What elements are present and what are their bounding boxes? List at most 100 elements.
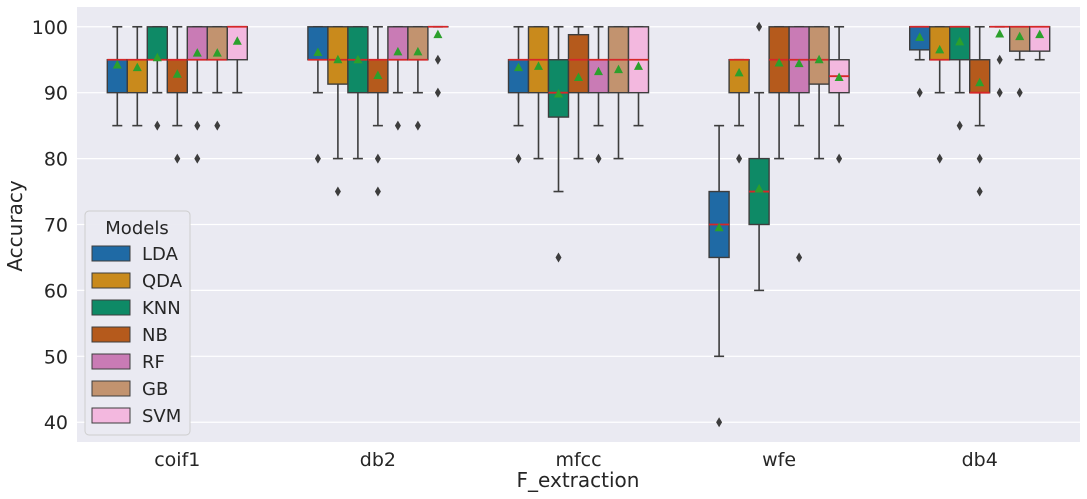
- legend-label-gb: GB: [142, 379, 168, 400]
- box-lda-mfcc: [507, 25, 530, 164]
- outlier-point: [756, 21, 763, 32]
- outlier-point: [996, 54, 1003, 65]
- x-tick-label: mfcc: [555, 449, 601, 471]
- outlier-point: [434, 54, 441, 65]
- box-qda-coif1: [126, 25, 149, 127]
- outlier-point: [736, 153, 743, 164]
- box-qda-db2: [327, 25, 349, 197]
- box-body: [929, 26, 951, 61]
- y-tick-label: 60: [44, 280, 68, 302]
- box-nb-wfe: [768, 25, 790, 160]
- box-nb-db4: [969, 25, 991, 197]
- mean-marker: [373, 70, 383, 80]
- box-lda-wfe: [708, 124, 730, 428]
- outlier-point: [154, 120, 161, 131]
- box-svm-db2: [427, 25, 449, 98]
- mean-marker: [172, 69, 182, 78]
- legend-swatch-qda: [91, 272, 131, 289]
- mean-marker: [754, 183, 764, 193]
- box-gb-coif1: [206, 25, 229, 131]
- mean-marker: [152, 52, 162, 62]
- legend: Models LDA QDA KNN NB RF GB SVM: [84, 210, 191, 436]
- outlier-point: [394, 120, 401, 131]
- x-axis-label: F_extraction: [517, 468, 640, 492]
- outlier-point: [374, 186, 381, 197]
- mean-marker: [614, 64, 623, 74]
- outlier-point: [996, 87, 1003, 98]
- y-tick-label: 40: [44, 412, 68, 434]
- box-nb-db2: [367, 25, 389, 197]
- box-gb-mfcc: [607, 25, 630, 160]
- outlier-point: [716, 417, 723, 428]
- box-svm-wfe: [828, 25, 850, 164]
- legend-swatch-knn: [91, 299, 131, 316]
- mean-marker: [534, 61, 543, 70]
- box-knn-wfe: [748, 21, 770, 292]
- mean-marker: [975, 77, 985, 87]
- box-svm-mfcc: [627, 25, 650, 127]
- mean-marker: [1015, 31, 1025, 41]
- mean-marker: [1035, 29, 1045, 39]
- box-gb-wfe: [808, 25, 830, 160]
- legend-frame: [84, 210, 191, 436]
- outlier-point: [976, 153, 983, 164]
- mean-marker: [774, 58, 784, 67]
- box-lda-coif1: [106, 25, 129, 127]
- outlier-point: [836, 153, 843, 164]
- box-qda-db4: [929, 25, 951, 164]
- x-tick-label: wfe: [762, 449, 796, 471]
- mean-marker: [212, 48, 222, 57]
- mean-marker: [554, 89, 563, 98]
- outlier-point: [916, 87, 923, 98]
- mean-marker: [574, 72, 583, 82]
- outlier-point: [214, 120, 221, 131]
- legend-swatch-rf: [91, 353, 131, 370]
- outlier-point: [194, 120, 201, 131]
- outlier-point: [414, 120, 421, 131]
- outlier-point: [1016, 87, 1023, 98]
- legend-swatch-nb: [91, 326, 131, 343]
- mean-marker: [413, 46, 423, 56]
- x-axis-ticks: coif1 db2 mfcc wfe db4: [154, 449, 998, 471]
- mean-marker: [814, 54, 824, 64]
- box-gb-db2: [407, 25, 429, 131]
- box-rf-coif1: [186, 25, 209, 164]
- box-body: [587, 59, 610, 94]
- box-qda-wfe: [728, 58, 750, 164]
- box-nb-mfcc: [567, 25, 590, 160]
- mean-marker: [514, 62, 523, 72]
- outlier-point: [314, 153, 321, 164]
- outlier-point: [796, 252, 803, 263]
- mean-marker: [393, 46, 403, 56]
- x-tick-label: db4: [962, 449, 998, 471]
- mean-marker: [734, 67, 744, 77]
- box-rf-mfcc: [587, 25, 610, 164]
- outlier-point: [956, 120, 963, 131]
- mean-marker: [935, 44, 945, 54]
- y-axis-ticks: 40 50 60 70 80 90 100: [32, 17, 68, 434]
- y-tick-label: 70: [44, 215, 68, 237]
- mean-marker: [192, 48, 202, 57]
- box-body: [547, 59, 570, 118]
- mean-marker: [594, 66, 603, 76]
- legend-label-knn: KNN: [142, 298, 181, 319]
- y-tick-label: 80: [44, 149, 68, 171]
- outlier-point: [374, 153, 381, 164]
- mean-marker: [634, 61, 643, 70]
- outlier-point: [936, 153, 943, 164]
- box-series: [106, 21, 1051, 428]
- mean-marker: [333, 54, 343, 64]
- legend-swatch-svm: [91, 407, 131, 424]
- mean-marker: [714, 222, 724, 232]
- y-axis-label: Accuracy: [3, 180, 27, 271]
- legend-items: LDA QDA KNN NB RF GB SVM: [91, 244, 183, 427]
- outlier-point: [515, 153, 522, 164]
- y-tick-label: 100: [32, 17, 68, 39]
- outlier-point: [595, 153, 602, 164]
- box-nb-coif1: [166, 25, 189, 164]
- box-knn-mfcc: [547, 25, 570, 263]
- mean-marker: [112, 60, 122, 69]
- legend-title: Models: [105, 218, 168, 239]
- mean-marker: [433, 29, 443, 39]
- outlier-point: [174, 153, 181, 164]
